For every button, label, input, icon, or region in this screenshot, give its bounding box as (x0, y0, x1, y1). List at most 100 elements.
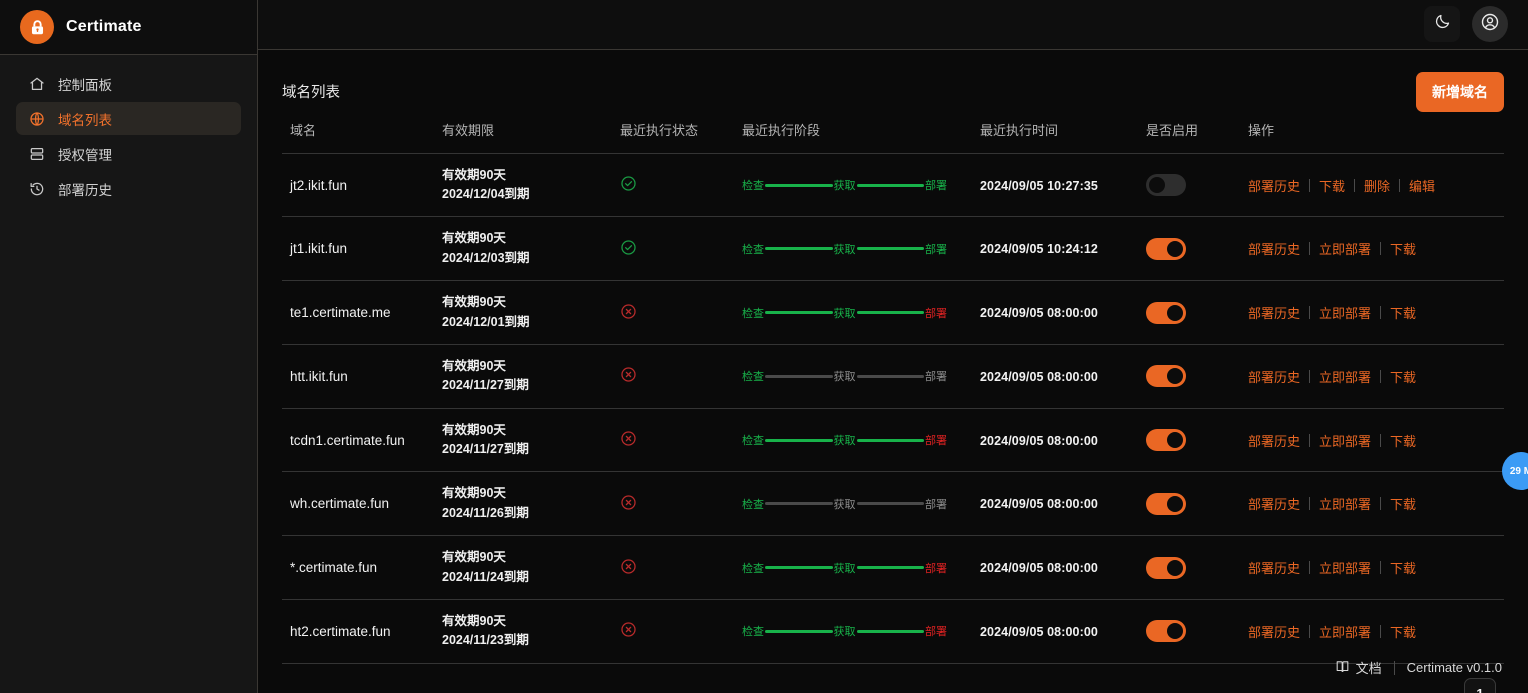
cell-enabled (1138, 408, 1240, 473)
action-link[interactable]: 立即部署 (1319, 624, 1372, 640)
action-link[interactable]: 下载 (1390, 561, 1417, 577)
topbar (258, 0, 1528, 50)
floating-badge-label: 29 M (1509, 465, 1528, 477)
stage-label-deploy: 部署 (925, 435, 947, 448)
enable-toggle[interactable] (1146, 301, 1186, 324)
row-actions: 部署历史 立即部署 下载 (1248, 367, 1496, 386)
theme-toggle-button[interactable] (1424, 6, 1460, 43)
action-link[interactable]: 下载 (1390, 369, 1417, 385)
history-icon (28, 180, 45, 197)
enable-toggle[interactable] (1146, 365, 1186, 388)
status-error-icon (620, 558, 726, 578)
enable-toggle[interactable] (1146, 492, 1186, 515)
col-header-domain: 域名 (282, 111, 434, 154)
enable-toggle[interactable] (1146, 237, 1186, 260)
docs-link[interactable]: 文档 (1335, 658, 1382, 677)
enable-toggle[interactable] (1146, 429, 1186, 452)
action-link[interactable]: 部署历史 (1248, 497, 1301, 513)
action-link[interactable]: 下载 (1390, 433, 1417, 449)
stage-connector (765, 374, 833, 378)
action-link[interactable]: 部署历史 (1248, 433, 1301, 449)
brand[interactable]: Certimate (0, 0, 257, 55)
action-link[interactable]: 编辑 (1409, 178, 1436, 194)
stage-label-obtain: 获取 (833, 562, 856, 575)
stage-stepper: 检查 获取 部署 (742, 560, 947, 576)
expiry-info: 有效期90天 2024/12/01到期 (442, 295, 530, 329)
action-link[interactable]: 部署历史 (1248, 369, 1301, 385)
sidebar-item-dashboard[interactable]: 控制面板 (16, 67, 241, 100)
action-link[interactable]: 立即部署 (1319, 497, 1372, 513)
cell-enabled (1138, 599, 1240, 664)
sidebar: Certimate 控制面板 域名列表 (0, 0, 258, 693)
enable-toggle[interactable] (1146, 174, 1186, 197)
action-link[interactable]: 下载 (1390, 242, 1417, 258)
cell-enabled (1138, 535, 1240, 600)
status-error-icon (620, 430, 726, 450)
action-link[interactable]: 立即部署 (1319, 561, 1372, 577)
stage-connector (856, 311, 924, 315)
action-link[interactable]: 部署历史 (1248, 561, 1301, 577)
action-link[interactable]: 删除 (1364, 178, 1391, 194)
stage-connector (765, 247, 833, 251)
action-link[interactable]: 立即部署 (1319, 306, 1372, 322)
domain-name: jt2.ikit.fun (290, 177, 348, 193)
cell-enabled (1138, 153, 1240, 218)
cell-domain: jt1.ikit.fun (282, 216, 434, 282)
cell-actions: 部署历史 立即部署 下载 (1240, 599, 1504, 664)
row-actions: 部署历史 立即部署 下载 (1248, 303, 1496, 322)
action-link[interactable]: 立即部署 (1319, 433, 1372, 449)
cell-status (612, 535, 734, 600)
sidebar-item-history[interactable]: 部署历史 (16, 172, 241, 205)
table-row: jt1.ikit.fun 有效期90天 2024/12/03到期 检查 获取 部署 2024… (282, 216, 1504, 282)
action-link[interactable]: 立即部署 (1319, 369, 1372, 385)
status-success-icon (620, 175, 726, 195)
page-number-1[interactable]: 1 (1464, 677, 1496, 693)
action-link[interactable]: 下载 (1390, 624, 1417, 640)
page-title: 域名列表 (282, 85, 340, 102)
cell-stage: 检查 获取 部署 (734, 599, 972, 664)
cell-stage: 检查 获取 部署 (734, 216, 972, 282)
action-link[interactable]: 立即部署 (1319, 242, 1372, 258)
action-divider (1380, 561, 1382, 575)
stage-label-deploy: 部署 (925, 498, 947, 511)
action-link[interactable]: 部署历史 (1248, 178, 1301, 194)
cell-enabled (1138, 216, 1240, 282)
stage-label-obtain: 获取 (833, 307, 856, 320)
toggle-knob (1167, 495, 1183, 512)
enable-toggle[interactable] (1146, 620, 1186, 643)
action-link[interactable]: 下载 (1390, 306, 1417, 322)
last-run-time: 2024/09/05 08:00:00 (980, 561, 1098, 576)
table-row: tcdn1.certimate.fun 有效期90天 2024/11/27到期 检查 获… (282, 408, 1504, 473)
table-head: 域名 有效期限 最近执行状态 最近执行阶段 最近执行时间 是否启用 操作 (282, 111, 1504, 154)
table-row: ht2.certimate.fun 有效期90天 2024/11/23到期 检查 获取 部… (282, 599, 1504, 664)
action-link[interactable]: 部署历史 (1248, 624, 1301, 640)
stage-connector (856, 374, 924, 378)
toggle-knob (1167, 240, 1183, 257)
floating-badge[interactable]: 29 M (1502, 452, 1528, 490)
sidebar-item-access[interactable]: 授权管理 (16, 137, 241, 170)
last-run-time: 2024/09/05 08:00:00 (980, 433, 1098, 448)
action-link[interactable]: 部署历史 (1248, 242, 1301, 258)
enable-toggle[interactable] (1146, 556, 1186, 579)
action-divider (1380, 306, 1382, 320)
toggle-knob (1167, 432, 1183, 449)
account-button[interactable] (1472, 6, 1508, 43)
sidebar-item-domains[interactable]: 域名列表 (16, 102, 241, 135)
sidebar-item-label: 域名列表 (58, 112, 112, 128)
user-circle-icon (1480, 12, 1500, 37)
cell-enabled (1138, 344, 1240, 409)
pagination: 1 (282, 664, 1504, 693)
action-divider (1309, 178, 1311, 192)
cell-status (612, 344, 734, 409)
action-link[interactable]: 下载 (1390, 497, 1417, 513)
col-header-enabled: 是否启用 (1138, 111, 1240, 154)
stage-stepper: 检查 获取 部署 (742, 623, 947, 639)
action-link[interactable]: 下载 (1319, 178, 1346, 194)
add-domain-button[interactable]: 新增域名 (1416, 71, 1504, 112)
cell-time: 2024/09/05 08:00:00 (972, 344, 1138, 409)
stage-label-deploy: 部署 (925, 626, 947, 639)
stage-connector (856, 247, 924, 251)
action-link[interactable]: 部署历史 (1248, 306, 1301, 322)
expiry-info: 有效期90天 2024/11/27到期 (442, 422, 529, 457)
col-header-time: 最近执行时间 (972, 111, 1138, 154)
